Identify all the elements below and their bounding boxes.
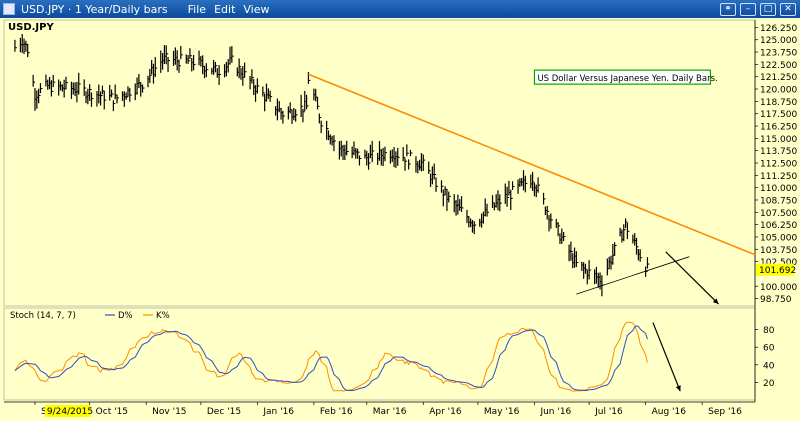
forecast-arrow-price-head: [712, 298, 719, 305]
maximize-icon[interactable]: □: [760, 2, 776, 16]
x-tick-label: Feb '16: [320, 407, 353, 417]
price-tick-label: 105.000: [760, 233, 797, 243]
menu-bar: File Edit View: [188, 3, 270, 16]
price-tick-label: 103.750: [760, 246, 797, 256]
link-icon[interactable]: ⚭: [720, 2, 736, 16]
price-tick-label: 122.500: [760, 61, 797, 71]
date-tag: [44, 405, 91, 417]
annotation-text: US Dollar Versus Japanese Yen. Daily Bar…: [537, 74, 717, 84]
x-tick-label: Nov '15: [152, 407, 186, 417]
x-tick-label: Oct '15: [96, 407, 128, 417]
x-tick-label: Mar '16: [373, 407, 407, 417]
price-tick-label: 118.750: [760, 98, 797, 108]
price-tick-label: 100.000: [760, 283, 797, 293]
x-tick-label: May '16: [484, 407, 520, 417]
x-tick-label: Jul '16: [594, 407, 623, 417]
price-tick-label: 107.500: [760, 209, 797, 219]
chart-icon: [3, 3, 15, 15]
price-tick-label: 121.250: [760, 73, 797, 83]
chart-title: USD.JPY: [8, 22, 54, 33]
price-pane-frame: [3, 19, 756, 307]
legend-label-k: K%: [156, 311, 170, 321]
stoch-tick-label: 80: [763, 326, 775, 336]
window-titlebar: USD.JPY · 1 Year/Daily bars File Edit Vi…: [0, 0, 800, 18]
x-tick-label: Apr '16: [429, 407, 462, 417]
price-tick-label: 123.750: [760, 49, 797, 59]
price-tick-label: 117.500: [760, 110, 797, 120]
window-title: USD.JPY · 1 Year/Daily bars: [21, 2, 168, 16]
annotation-box: [533, 69, 712, 85]
legend-label-d: D%: [118, 311, 133, 321]
last-price-tag: [756, 263, 794, 276]
trendline-support: [576, 256, 690, 295]
chart-canvas: 126.250 125.000 123.750 122.500 121.250 120.0…: [3, 19, 797, 417]
stoch-header: Stoch (14, 7, 7): [10, 311, 76, 321]
price-tick-label: 111.250: [760, 172, 797, 182]
x-tick-label: Jun '16: [539, 407, 571, 417]
stoch-k-line: [14, 321, 648, 392]
price-tick-label: 126.250: [760, 24, 797, 34]
stoch-tick-label: 40: [763, 361, 775, 371]
price-tick-label: 112.500: [760, 160, 797, 170]
stoch-d-line: [14, 325, 648, 392]
price-tick-label: 102.500: [760, 258, 797, 268]
price-tick-label: 120.000: [760, 86, 797, 96]
menu-edit[interactable]: Edit: [214, 2, 236, 16]
price-tick-label: 106.250: [760, 221, 797, 231]
menu-view[interactable]: View: [243, 2, 270, 16]
x-tick-label: Sep '16: [708, 407, 742, 417]
trendline-resistance: [308, 73, 756, 256]
forecast-arrow-stoch-shaft: [652, 322, 681, 392]
stoch-tick-label: 20: [763, 379, 775, 389]
forecast-arrow-price-shaft: [665, 251, 719, 305]
price-tick-label: 125.000: [760, 36, 797, 46]
last-price-label: 101.692: [759, 266, 796, 276]
price-tick-label: 98.750: [760, 295, 792, 305]
stoch-pane-frame: [3, 307, 756, 401]
price-tick-label: 116.250: [760, 123, 797, 133]
x-tick-label: Aug '16: [652, 407, 687, 417]
stoch-tick-label: 60: [763, 344, 775, 354]
x-tick-label: Dec '15: [207, 407, 241, 417]
x-tick-label: Jan '16: [262, 407, 294, 417]
minimize-icon[interactable]: –: [740, 2, 756, 16]
date-tag-label: 9/24/2015: [47, 407, 93, 417]
menu-file[interactable]: File: [187, 2, 207, 16]
forecast-arrow-stoch-head: [675, 385, 681, 392]
price-tick-label: 108.750: [760, 196, 797, 206]
price-tick-label: 113.750: [760, 147, 797, 157]
price-tick-label: 110.000: [760, 184, 797, 194]
price-tick-label: 115.000: [760, 135, 797, 145]
close-icon[interactable]: ✕: [780, 2, 796, 16]
